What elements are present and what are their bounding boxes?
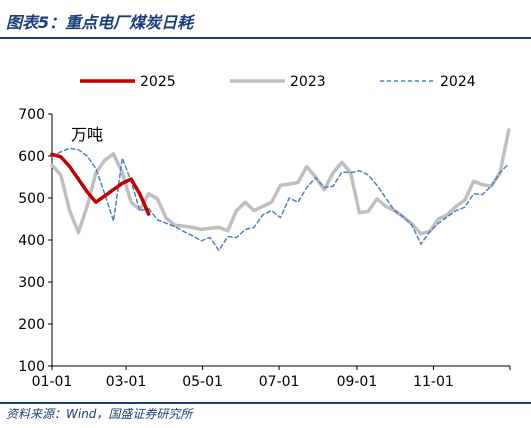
y-unit-label: 万吨 bbox=[71, 125, 103, 144]
series-line-2023 bbox=[50, 128, 511, 236]
x-axis: 01-01 03-01 05-01 07-01 09-01 11-01 bbox=[32, 365, 511, 390]
x-tick-label: 11-01 bbox=[413, 374, 454, 390]
y-tick-label: 100 bbox=[18, 359, 45, 375]
title-bar: 图表5：重点电厂煤炭日耗 bbox=[0, 0, 531, 38]
title-rule bbox=[0, 37, 531, 39]
line-chart: 2025 2023 2024 万吨 100 200 300 400 500 600 700 01… bbox=[18, 74, 511, 390]
footer-rule bbox=[0, 402, 531, 404]
series-lines bbox=[50, 128, 511, 252]
legend-label-2023: 2023 bbox=[290, 74, 326, 90]
x-tick-label: 01-01 bbox=[32, 374, 73, 390]
y-tick-label: 700 bbox=[18, 107, 45, 123]
chart-title: 图表5：重点电厂煤炭日耗 bbox=[6, 13, 194, 32]
series-line-2024 bbox=[51, 147, 510, 252]
y-axis: 100 200 300 400 500 600 700 bbox=[18, 107, 53, 375]
y-tick-label: 300 bbox=[18, 275, 45, 291]
legend-label-2025: 2025 bbox=[140, 74, 176, 90]
legend: 2025 2023 2024 bbox=[80, 74, 476, 90]
y-tick-label: 400 bbox=[18, 233, 45, 249]
legend-label-2024: 2024 bbox=[440, 74, 476, 90]
x-tick-label: 07-01 bbox=[259, 374, 300, 390]
y-tick-label: 600 bbox=[18, 149, 45, 165]
y-tick-label: 200 bbox=[18, 317, 45, 333]
x-tick-label: 09-01 bbox=[337, 374, 378, 390]
x-tick-label: 05-01 bbox=[182, 374, 223, 390]
series-line-2025 bbox=[50, 152, 151, 216]
source-note: 资料来源：Wind，国盛证券研究所 bbox=[6, 407, 193, 421]
y-tick-label: 500 bbox=[18, 191, 45, 207]
x-tick-label: 03-01 bbox=[106, 374, 147, 390]
